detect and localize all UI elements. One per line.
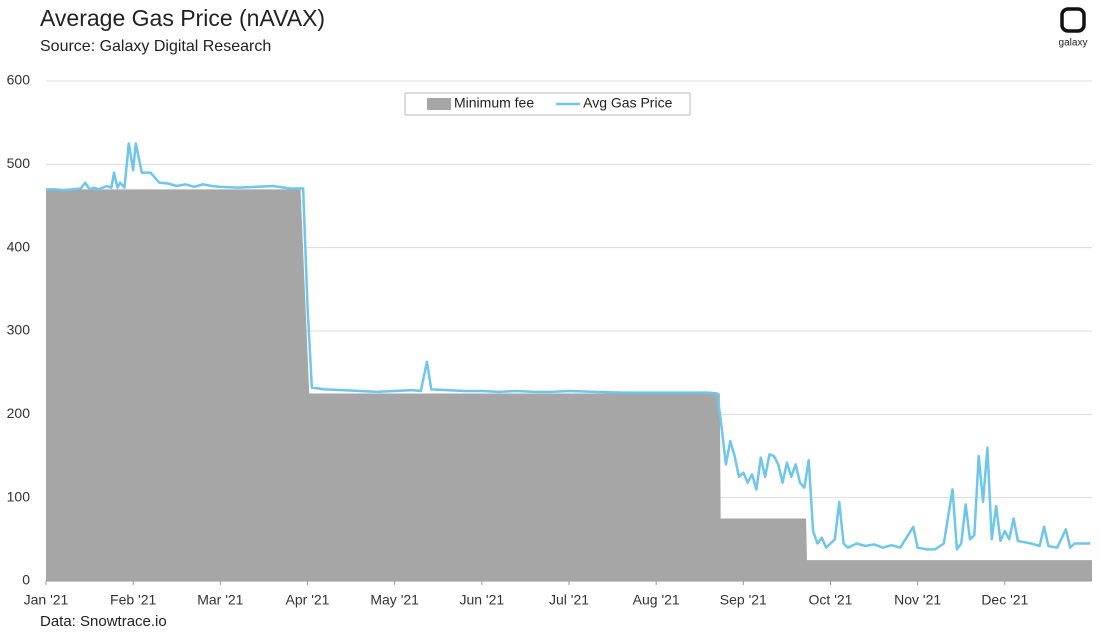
plot [46,142,1092,582]
legend-label: Minimum fee [454,95,534,111]
chart-subtitle: Source: Galaxy Digital Research [40,38,271,55]
y-tick-label: 500 [7,155,31,171]
x-tick-label: Nov '21 [894,592,941,608]
x-tick-label: Oct '21 [809,592,853,608]
axes: 0 100 200 300 400 500 600 Jan '21 Feb '21 Mar '21… [7,72,1092,608]
line [46,142,1091,551]
y-tick-label: 100 [7,488,31,504]
y-tick-label: 600 [7,72,31,88]
legend-swatch [427,98,451,110]
x-tick-label: Jun '21 [459,592,504,608]
y-tick-label: 300 [7,322,31,338]
y-tick-label: 400 [7,238,31,254]
x-tick-label: Dec '21 [981,592,1028,608]
x-tick-label: Jan '21 [24,592,69,608]
x-tick-label: Sep '21 [720,592,767,608]
x-tick-label: Feb '21 [110,592,156,608]
footnote: Data: Snowtrace.io [40,613,167,630]
legend: Minimum fee Avg Gas Price [404,92,691,116]
x-tick-label: Jul '21 [549,592,589,608]
legend-box [404,92,691,116]
x-tick-label: Mar '21 [197,592,243,608]
x-tick-label: Aug '21 [633,592,680,608]
y-tick-label: 200 [7,405,31,421]
area [46,189,1092,582]
chart-title: Average Gas Price (nAVAX) [40,5,325,31]
y-tick-label: 0 [22,572,30,588]
x-tick-label: May '21 [370,592,419,608]
legend-label: Avg Gas Price [583,95,672,111]
brand-name: galaxy [1059,38,1088,49]
x-tick-label: Apr '21 [286,592,330,608]
brand-logo [1060,7,1086,33]
